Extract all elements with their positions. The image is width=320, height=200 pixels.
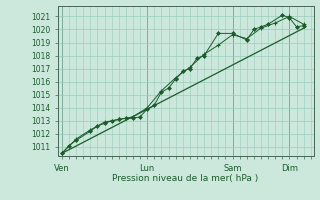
X-axis label: Pression niveau de la mer( hPa ): Pression niveau de la mer( hPa ) — [112, 174, 259, 183]
